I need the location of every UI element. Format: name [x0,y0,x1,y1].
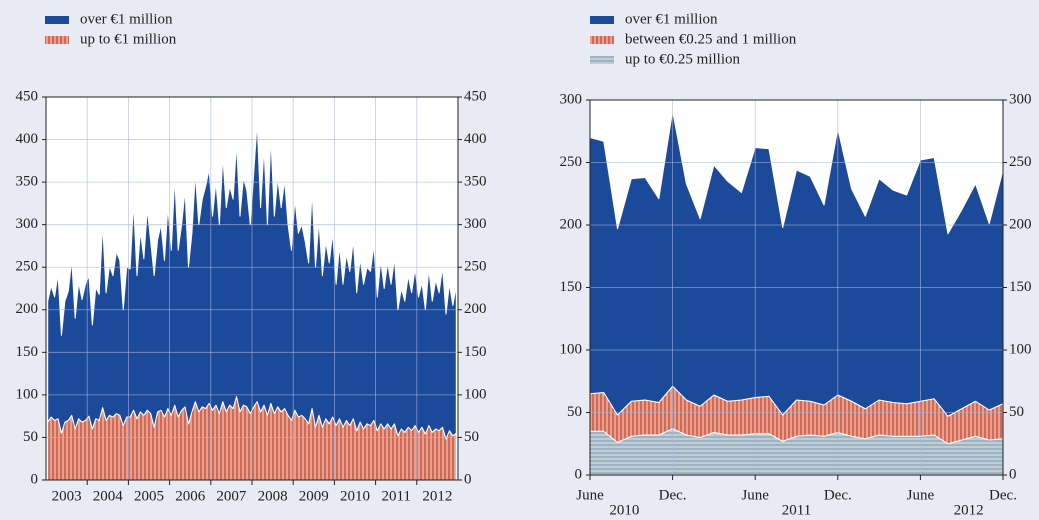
legend-label: up to €0.25 million [625,51,741,67]
y-tick-label: 50 [1009,404,1024,420]
y-tick-label: 200 [464,301,487,317]
x-tick-label: 2012 [422,488,452,504]
x-year-label: 2012 [954,502,984,518]
y-tick-label: 100 [464,386,487,402]
legend-swatch [45,16,69,24]
y-tick-label: 0 [31,471,39,487]
legend-label: over €1 million [80,11,173,27]
x-tick-label: 2006 [175,488,206,504]
x-year-label: 2010 [609,502,639,518]
y-tick-label: 350 [464,174,487,190]
legend-swatch [590,56,614,64]
y-tick-label: 450 [16,88,39,104]
y-tick-label: 0 [1009,466,1017,482]
x-tick-label: 2011 [381,488,410,504]
y-tick-label: 0 [575,466,583,482]
x-tick-label: 2004 [93,488,124,504]
y-tick-label: 250 [560,154,583,170]
y-tick-label: 150 [16,344,39,360]
y-tick-label: 100 [560,341,583,357]
x-tick-label: June [907,487,935,503]
x-tick-label: June [741,487,769,503]
plot-frame [589,99,1004,476]
y-tick-label: 300 [464,216,487,232]
y-tick-label: 150 [560,279,583,295]
x-tick-label: 2005 [134,488,164,504]
y-tick-label: 250 [1009,154,1032,170]
x-tick-label: 2010 [340,488,370,504]
y-tick-label: 300 [16,216,39,232]
plot-frame [45,96,459,481]
y-tick-label: 400 [16,131,39,147]
x-tick-label: 2009 [299,488,329,504]
y-tick-label: 450 [464,88,487,104]
y-tick-label: 150 [1009,279,1032,295]
x-year-label: 2011 [782,502,811,518]
y-tick-label: 50 [464,429,479,445]
x-tick-label: June [576,487,604,503]
legend-label: up to €1 million [80,31,177,47]
y-tick-label: 100 [16,386,39,402]
y-tick-label: 100 [1009,341,1032,357]
x-tick-label: Dec. [989,487,1017,503]
legend-label: between €0.25 and 1 million [625,31,797,47]
y-tick-label: 200 [16,301,39,317]
legend-swatch [590,16,614,24]
y-tick-label: 300 [1009,91,1032,107]
x-tick-label: 2008 [258,488,288,504]
y-tick-label: 300 [560,91,583,107]
y-tick-label: 350 [16,174,39,190]
legend-swatch [45,36,69,44]
x-tick-label: Dec. [824,487,852,503]
x-tick-label: 2003 [52,488,82,504]
x-tick-label: Dec. [659,487,687,503]
x-tick-label: 2007 [216,488,247,504]
y-tick-label: 50 [23,429,38,445]
y-tick-label: 150 [464,344,487,360]
y-tick-label: 200 [560,216,583,232]
y-tick-label: 250 [464,259,487,275]
y-tick-label: 50 [567,404,582,420]
y-tick-label: 0 [464,471,472,487]
y-tick-label: 200 [1009,216,1032,232]
legend-label: over €1 million [625,11,718,27]
y-tick-label: 250 [16,259,39,275]
legend-swatch [590,36,614,44]
y-tick-label: 400 [464,131,487,147]
